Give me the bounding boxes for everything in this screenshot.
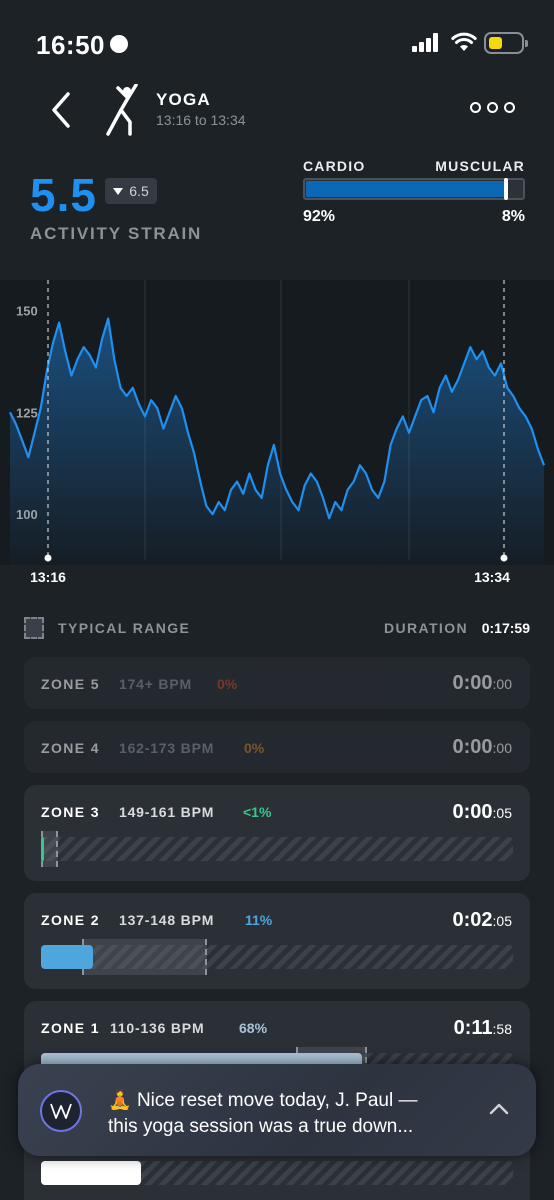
cardio-fill <box>306 181 505 197</box>
duration-label: DURATION <box>383 620 468 636</box>
whoop-logo-icon <box>40 1090 82 1132</box>
zone-time: 0:00:05 <box>452 801 513 823</box>
zone-bpm: 162-173 BPM <box>119 740 215 756</box>
battery-icon <box>484 32 528 54</box>
zone-progress-track <box>41 939 513 975</box>
end-marker-dot <box>500 554 508 562</box>
status-bar: 16:50 <box>0 0 554 80</box>
typical-strain-badge: 6.5 <box>105 178 157 204</box>
zone-percent: 0% <box>244 740 265 756</box>
back-chevron-icon[interactable] <box>46 90 76 130</box>
cardio-label: CARDIO <box>303 158 366 174</box>
notification-text-line1: 🧘 Nice reset move today, J. Paul — <box>108 1090 418 1111</box>
notification-text-line2: this yoga session was a true down... <box>108 1116 414 1137</box>
zone-name: ZONE 1 <box>41 1020 100 1036</box>
zone-bpm: 137-148 BPM <box>119 912 215 928</box>
activity-header: YOGA 13:16 to 13:34 <box>0 80 554 140</box>
down-triangle-icon <box>113 187 124 195</box>
zone-4-card[interactable]: ZONE 4 162-173 BPM 0% 0:00:00 <box>24 721 530 773</box>
x-start-label: 13:16 <box>30 569 66 585</box>
typical-strain-value: 6.5 <box>129 183 149 199</box>
zone-bpm: 110-136 BPM <box>110 1020 205 1036</box>
zone-percent: 11% <box>245 912 273 928</box>
strain-value: 5.5 <box>30 169 97 221</box>
y-tick-label: 125 <box>16 405 38 420</box>
zone-name: ZONE 4 <box>41 740 100 756</box>
heart-rate-chart[interactable]: 150 125 100 13:16 13:34 <box>0 280 554 590</box>
zone-bpm: 149-161 BPM <box>119 804 215 820</box>
cardio-percent: 92% <box>303 208 336 225</box>
cardio-muscular-bar <box>303 178 525 200</box>
meditation-emoji-icon: 🧘 <box>108 1090 132 1111</box>
zone-name: ZONE 2 <box>41 912 100 928</box>
start-marker-dot <box>44 554 52 562</box>
wifi-icon <box>451 32 477 51</box>
activity-title: YOGA <box>156 90 211 109</box>
strain-label: ACTIVITY STRAIN <box>30 224 203 243</box>
zone-progress-fill <box>41 837 44 861</box>
coach-notification[interactable]: 🧘 Nice reset move today, J. Paul — this … <box>18 1064 536 1156</box>
zone-percent: 0% <box>217 676 238 692</box>
zone-time: 0:00:00 <box>452 736 513 758</box>
duration-value: 0:17:59 <box>481 620 530 636</box>
zone-progress-fill <box>41 945 93 969</box>
activity-time-range: 13:16 to 13:34 <box>156 112 246 128</box>
zone-time: 0:00:00 <box>452 672 513 694</box>
zone-time: 0:02:05 <box>452 909 513 931</box>
zone-3-card[interactable]: ZONE 3 149-161 BPM <1% 0:00:05 <box>24 785 530 881</box>
heart-rate-plot: 150 125 100 13:16 13:34 <box>9 280 546 585</box>
zone-secondary-track <box>41 1161 513 1185</box>
heart-rate-area <box>10 318 544 565</box>
chevron-up-icon[interactable] <box>488 1098 510 1120</box>
x-end-label: 13:34 <box>474 569 510 585</box>
zone-progress-track <box>41 831 513 867</box>
more-options-icon[interactable] <box>470 102 515 113</box>
typical-range-label: TYPICAL RANGE <box>58 620 191 636</box>
zone-percent: <1% <box>243 804 272 820</box>
zone-legend-row: TYPICAL RANGE DURATION 0:17:59 <box>24 617 530 641</box>
zone-5-card[interactable]: ZONE 5 174+ BPM 0% 0:00:00 <box>24 657 530 709</box>
yoga-pose-icon <box>106 84 138 136</box>
typical-range-swatch <box>24 617 44 639</box>
muscular-label: MUSCULAR <box>435 158 525 174</box>
y-tick-label: 150 <box>16 303 38 318</box>
zone-secondary-fill <box>41 1161 141 1185</box>
recording-dot-icon <box>110 35 128 53</box>
cellular-signal-icon <box>412 32 440 52</box>
status-time: 16:50 <box>36 30 105 60</box>
zone-time: 0:11:58 <box>453 1017 512 1039</box>
zone-2-card[interactable]: ZONE 2 137-148 BPM 11% 0:02:05 <box>24 893 530 989</box>
typical-range-marker <box>82 939 207 975</box>
heart-rate-line <box>9 317 546 520</box>
y-tick-label: 100 <box>16 507 38 522</box>
zone-name: ZONE 3 <box>41 804 100 820</box>
zone-name: ZONE 5 <box>41 676 100 692</box>
muscular-percent: 8% <box>501 208 525 225</box>
split-marker <box>503 178 508 200</box>
zone-bpm: 174+ BPM <box>119 676 192 692</box>
zone-percent: 68% <box>239 1020 268 1036</box>
